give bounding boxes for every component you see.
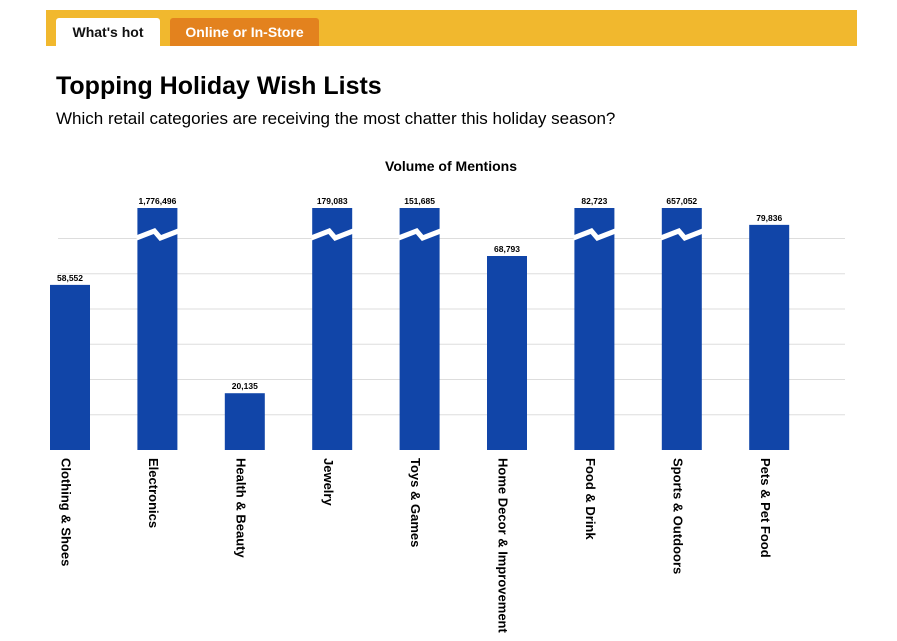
axis-break-mark xyxy=(659,228,704,241)
axis-break-mark xyxy=(310,228,355,241)
data-label: 1,776,496 xyxy=(138,196,176,206)
data-label: 151,685 xyxy=(404,196,435,206)
chart-title: Volume of Mentions xyxy=(385,158,517,174)
bar-chart: Volume of Mentions 58,552 Clothing & Shoe… xyxy=(50,158,845,633)
data-label: 58,552 xyxy=(57,273,83,283)
data-label: 79,836 xyxy=(756,213,782,223)
axis-break-mark xyxy=(397,228,442,241)
data-label: 657,052 xyxy=(666,196,697,206)
tab-bar: What's hot Online or In-Store xyxy=(46,10,857,46)
data-label: 20,135 xyxy=(232,381,258,391)
category-label: Clothing & Shoes xyxy=(59,458,74,566)
bar xyxy=(487,256,527,450)
category-label: Sports & Outdoors xyxy=(670,458,685,574)
page-subtitle: Which retail categories are receiving th… xyxy=(56,109,616,128)
bar xyxy=(137,208,178,450)
data-label: 179,083 xyxy=(317,196,348,206)
bars: 58,552 Clothing & Shoes 1,776,496 Electroni… xyxy=(50,196,790,633)
category-label: Pets & Pet Food xyxy=(758,458,773,558)
bar xyxy=(574,208,615,450)
category-label: Home Decor & Improvement xyxy=(496,458,511,633)
category-label: Electronics xyxy=(146,458,161,528)
bar xyxy=(749,224,790,450)
category-label: Health & Beauty xyxy=(233,458,248,558)
data-label: 82,723 xyxy=(581,196,607,206)
data-label: 68,793 xyxy=(494,244,520,254)
page-title: Topping Holiday Wish Lists xyxy=(56,72,382,100)
tab-whats-hot[interactable]: What's hot xyxy=(56,18,160,46)
axis-break-mark xyxy=(572,228,617,241)
category-label: Food & Drink xyxy=(583,458,598,540)
bar xyxy=(50,284,90,450)
category-label: Toys & Games xyxy=(408,458,423,547)
tab-online-or-in-store[interactable]: Online or In-Store xyxy=(170,18,319,46)
axis-break-mark xyxy=(135,228,180,241)
bar xyxy=(312,208,353,450)
bar xyxy=(661,208,702,450)
category-label: Jewelry xyxy=(321,458,336,506)
bar xyxy=(224,393,265,450)
bar xyxy=(399,208,440,450)
gridlines xyxy=(58,238,845,416)
